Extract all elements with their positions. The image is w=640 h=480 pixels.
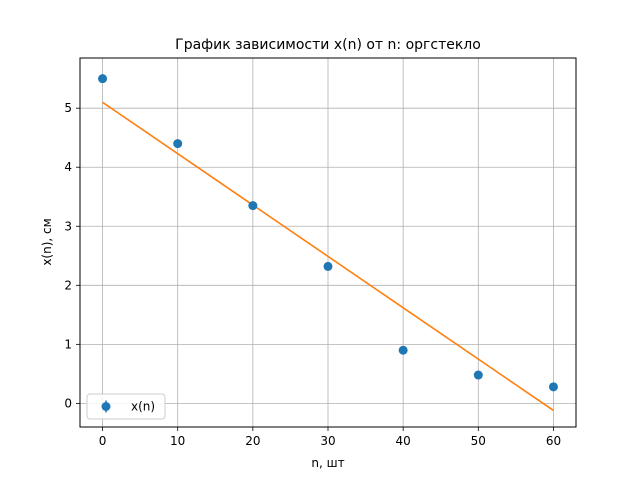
data-point xyxy=(548,382,558,392)
series-layer xyxy=(98,74,558,412)
y-tick-label: 3 xyxy=(64,219,72,233)
data-point xyxy=(398,345,408,355)
data-point xyxy=(98,74,108,84)
x-tick-label: 0 xyxy=(99,434,107,448)
y-axis-label: x(n), см xyxy=(40,218,54,265)
data-point xyxy=(248,201,258,211)
fit-line xyxy=(102,101,554,412)
data-point xyxy=(473,370,483,380)
legend-label: x(n) xyxy=(131,400,155,414)
data-point xyxy=(323,261,333,271)
x-tick-label: 10 xyxy=(170,434,185,448)
y-tick-label: 1 xyxy=(64,337,72,351)
legend: x(n) xyxy=(86,393,166,420)
y-tick-label: 4 xyxy=(64,160,72,174)
x-axis-label: n, шт xyxy=(311,456,344,470)
y-tick-label: 0 xyxy=(64,396,72,410)
x-tick-label: 40 xyxy=(396,434,411,448)
y-tick-label: 2 xyxy=(64,278,72,292)
x-tick-label: 60 xyxy=(546,434,561,448)
chart-title: График зависимости x(n) от n: оргстекло xyxy=(175,37,481,53)
data-point xyxy=(173,139,183,149)
ticks: 0 10 20 30 40 50 60 0 1 2 3 4 5 xyxy=(64,101,561,448)
x-tick-label: 20 xyxy=(245,434,260,448)
legend-marker xyxy=(101,402,111,411)
x-tick-label: 30 xyxy=(320,434,335,448)
x-tick-label: 50 xyxy=(471,434,486,448)
y-tick-label: 5 xyxy=(64,101,72,115)
legend-box xyxy=(86,393,166,420)
